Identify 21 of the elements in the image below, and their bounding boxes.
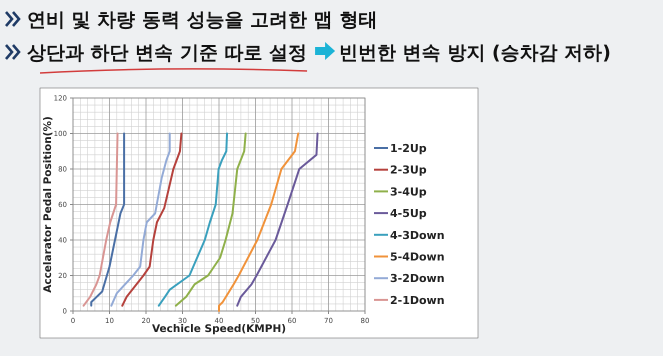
line-series [90,132,126,307]
legend-label: 3-2Down [390,272,445,286]
line-series [82,132,119,307]
line-series [121,132,182,307]
line-series [218,132,300,312]
legend-label: 2-1Down [390,294,445,307]
legend-label: 1-2Up [390,142,427,155]
y-axis-title: Accelarator Pedal Position(%) [42,116,54,293]
line-series [236,132,319,307]
line-series [174,132,247,307]
chart-subtitle: 상단과 하단 변속 기준 따로 설정 [27,42,308,64]
legend-label: 4-5Up [390,207,427,220]
legend-label: 2-3Up [390,164,427,177]
legend-label: 5-4Down [390,250,445,264]
legend-label: 4-3Down [390,228,445,242]
line-series [110,132,171,307]
line-series [158,132,228,307]
chart-title: 연비 및 차량 동력 성능을 고려한 맵 형태 [27,9,378,31]
text: 빈번한 변속 방지 (승차감 저하) [339,42,611,64]
legend-label: 3-4Up [390,185,427,198]
x-axis-title: Vechicle Speed(KMPH) [152,323,286,335]
